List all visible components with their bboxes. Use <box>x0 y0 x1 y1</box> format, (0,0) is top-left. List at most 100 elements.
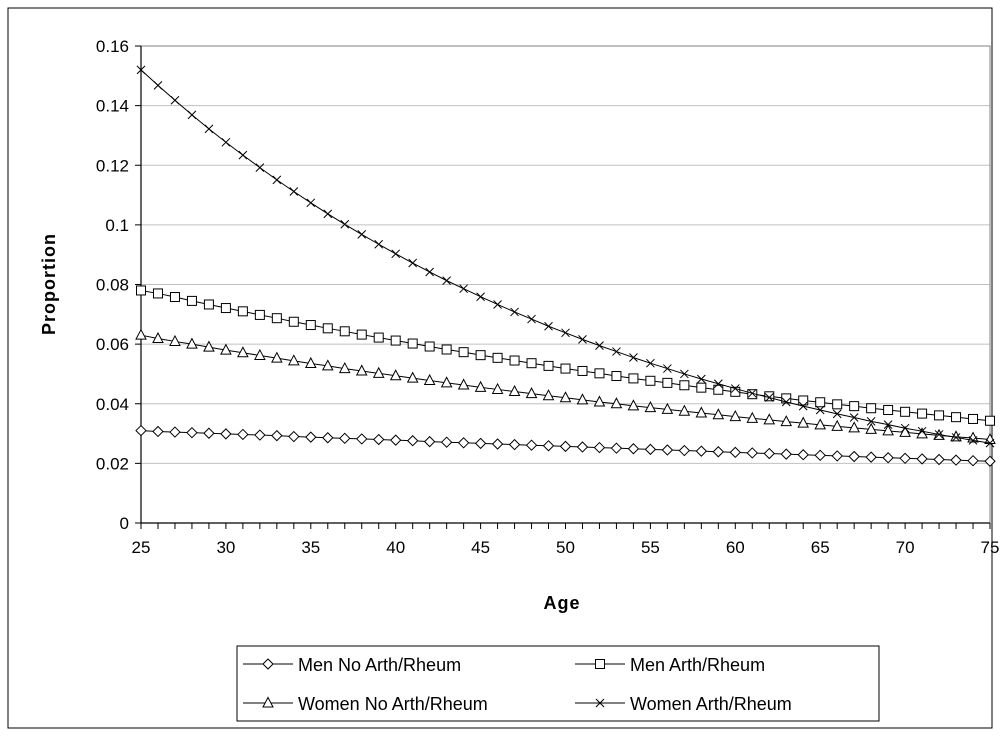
data-point <box>543 360 554 371</box>
data-point <box>220 303 231 314</box>
data-point <box>440 376 453 388</box>
data-point <box>917 426 927 436</box>
data-point <box>831 419 844 431</box>
legend-item: Women No Arth/Rheum <box>243 694 488 714</box>
data-point <box>780 448 792 460</box>
data-point <box>544 321 553 331</box>
data-point <box>678 444 691 457</box>
y-tick-label: 0.1 <box>105 216 129 235</box>
data-point <box>254 429 266 441</box>
data-point <box>663 364 672 373</box>
data-point <box>934 410 945 421</box>
data-point <box>491 382 504 394</box>
data-point <box>780 415 793 427</box>
x-tick-label: 25 <box>132 538 151 557</box>
data-point <box>900 406 911 417</box>
data-point <box>696 374 706 384</box>
data-point <box>203 427 215 439</box>
data-point <box>746 411 759 423</box>
x-axis-title: Age <box>543 593 580 613</box>
legend-label: Women Arth/Rheum <box>630 694 792 714</box>
x-tick-label: 75 <box>981 538 1000 557</box>
y-tick-label: 0.08 <box>96 276 129 295</box>
data-point <box>508 384 521 397</box>
data-point <box>679 380 690 391</box>
data-point <box>916 453 928 465</box>
data-point <box>849 401 860 412</box>
data-point <box>356 329 367 340</box>
data-point <box>561 328 570 338</box>
legend-box <box>236 645 880 722</box>
series-2 <box>136 285 995 426</box>
legend: Men No Arth/Rheum Men Arth/Rheum Women No … <box>236 645 880 722</box>
series <box>135 65 996 467</box>
data-point <box>271 429 283 442</box>
legend-label: Men No Arth/Rheum <box>298 655 461 675</box>
data-point <box>408 258 418 268</box>
data-point <box>612 347 621 356</box>
data-point <box>882 452 894 464</box>
legend-marker <box>262 696 274 708</box>
data-point <box>338 361 351 374</box>
data-point <box>254 348 266 360</box>
x-tick-label: 50 <box>556 538 575 557</box>
data-point <box>237 428 249 441</box>
data-point <box>510 307 519 317</box>
data-point <box>661 402 674 414</box>
data-point <box>440 436 453 448</box>
x-tick-label: 60 <box>726 538 745 557</box>
data-point <box>729 409 742 422</box>
data-point <box>424 341 435 352</box>
data-point <box>814 449 826 462</box>
data-point <box>984 455 996 467</box>
x-tick-label: 55 <box>641 538 660 557</box>
data-point <box>560 363 571 374</box>
data-point <box>950 454 962 466</box>
data-point <box>576 441 589 453</box>
y-tick-label: 0.02 <box>96 454 129 473</box>
data-point <box>323 209 333 219</box>
data-point <box>627 399 640 411</box>
data-point <box>135 424 147 437</box>
legend-marker <box>595 698 605 708</box>
data-point <box>203 299 214 310</box>
data-point <box>595 341 604 350</box>
data-point <box>763 447 775 460</box>
data-point <box>678 404 691 416</box>
data-point <box>712 446 725 458</box>
data-point <box>152 425 164 438</box>
data-point <box>559 440 572 453</box>
data-point <box>389 369 402 381</box>
data-point <box>374 239 384 249</box>
data-point <box>781 393 792 404</box>
data-point <box>458 347 469 358</box>
data-point <box>339 432 351 445</box>
data-point <box>661 444 674 456</box>
data-point <box>746 447 758 459</box>
data-point <box>407 338 418 349</box>
data-point <box>883 405 894 416</box>
data-point <box>849 413 859 422</box>
data-point <box>883 420 893 429</box>
data-point <box>457 437 470 449</box>
data-point <box>764 393 774 402</box>
data-point <box>322 432 334 444</box>
data-point <box>271 351 283 363</box>
data-point <box>339 326 350 337</box>
data-point <box>509 355 520 366</box>
data-point <box>425 267 435 277</box>
data-point <box>644 401 657 413</box>
data-point <box>187 110 197 120</box>
data-point <box>542 440 555 452</box>
x-tick-label: 45 <box>471 538 490 557</box>
data-point <box>271 313 282 324</box>
data-point <box>169 334 181 346</box>
data-point <box>255 163 265 172</box>
axes: 0 0.02 0.04 0.06 0.08 0.1 0.12 0.14 0.16 25 30 35 40… <box>96 37 1000 557</box>
data-point <box>406 371 419 383</box>
data-point <box>406 435 419 447</box>
data-point <box>152 331 164 343</box>
data-point <box>610 397 623 409</box>
data-point <box>695 445 708 457</box>
data-point <box>135 328 147 340</box>
